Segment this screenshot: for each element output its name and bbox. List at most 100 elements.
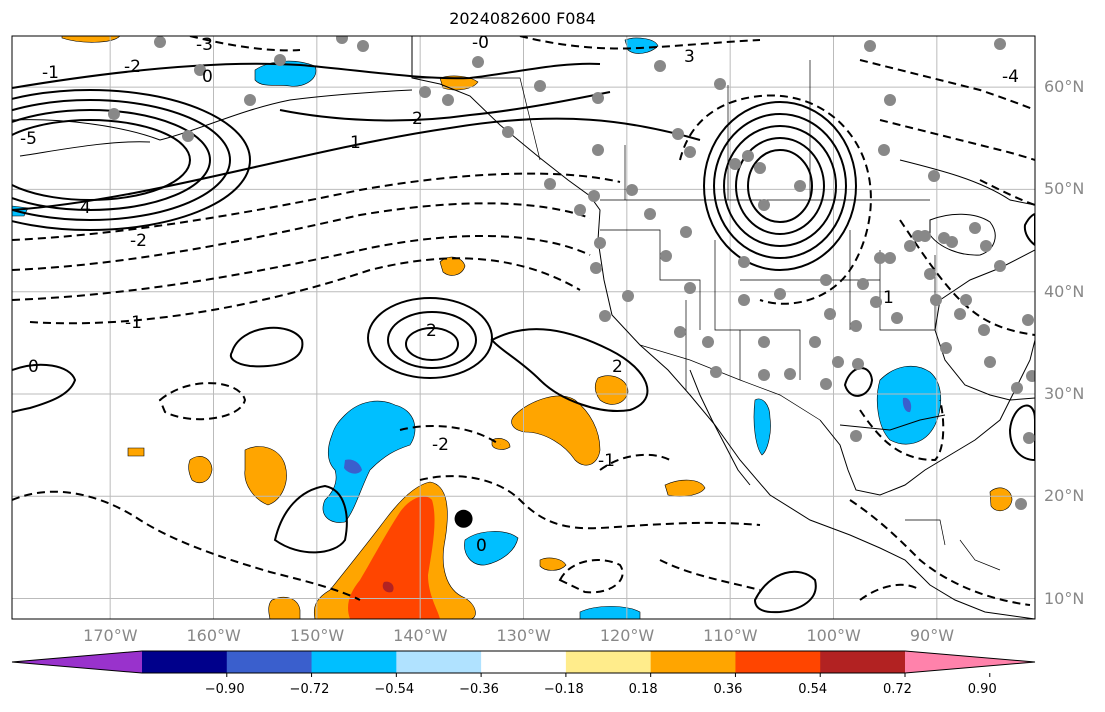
contour-labels: -0 -3 -2 0 2 3 -4 -1 1 -5 4 -2 -1 0 2 -2…	[20, 36, 1019, 556]
contour-label: -1	[125, 313, 142, 333]
observation-points	[108, 36, 1035, 510]
observation-dot	[738, 294, 750, 306]
observation-dot	[654, 60, 666, 72]
observation-dot	[820, 378, 832, 390]
observation-dot	[680, 226, 692, 238]
observation-dot	[794, 180, 806, 192]
longitude-label: 160°W	[186, 626, 241, 645]
shade-neg-pacific	[322, 400, 416, 523]
contour-label: -1	[598, 451, 615, 471]
observation-dot	[940, 342, 952, 354]
observation-dot	[1026, 370, 1035, 382]
shaded-anomalies	[12, 36, 1013, 619]
observation-dot	[928, 170, 940, 182]
observation-dot	[946, 236, 958, 248]
contour-label: 0	[202, 67, 213, 87]
observation-dot	[850, 430, 862, 442]
contours	[12, 36, 1035, 614]
observation-dot	[472, 56, 484, 68]
observation-dot	[994, 260, 1006, 272]
observation-dot	[864, 40, 876, 52]
observation-dot	[599, 310, 611, 322]
map-title: 2024082600 F084	[449, 9, 596, 28]
observation-dot	[1015, 498, 1027, 510]
observation-dot	[809, 336, 821, 348]
contour-label: 1	[350, 133, 361, 153]
contour-label: 2	[612, 357, 623, 377]
observation-dot	[502, 126, 514, 138]
colorbar-tick-label: 0.90	[967, 682, 997, 697]
colorbar-segment	[565, 651, 652, 673]
observation-dot	[710, 366, 722, 378]
observation-dot	[729, 158, 741, 170]
shade-pos-carib	[989, 487, 1013, 512]
observation-dot	[574, 204, 586, 216]
contour-label: 0	[28, 357, 39, 377]
colorbar-segment	[650, 651, 736, 673]
longitude-label: 130°W	[496, 626, 551, 645]
observation-dot	[820, 274, 832, 286]
observation-dot	[857, 278, 869, 290]
colorbar-outline	[11, 650, 1036, 674]
colorbar-segment	[735, 651, 821, 673]
observation-dot	[702, 336, 714, 348]
observation-dot	[774, 288, 786, 300]
contour-label: -2	[124, 57, 141, 77]
observation-dot	[824, 308, 836, 320]
contour-label: -1	[42, 63, 59, 83]
graticule	[12, 36, 1035, 619]
contour-label: -4	[1002, 67, 1019, 87]
latitude-label: 60°N	[1044, 77, 1085, 97]
observation-dot	[1022, 314, 1034, 326]
observation-dot	[980, 240, 992, 252]
observation-dot	[924, 268, 936, 280]
colorbar-tick-label: −0.18	[543, 682, 584, 697]
contour-label: 3	[684, 47, 695, 67]
shade-pos-baja-west	[594, 375, 629, 405]
observation-dot	[919, 230, 931, 242]
colorbar-segment	[311, 651, 397, 673]
observation-dot	[852, 358, 864, 370]
colorbar-tick-label: 0.18	[628, 682, 658, 697]
observation-dot	[870, 296, 882, 308]
colorbar-tick-label: 0.72	[883, 682, 912, 697]
colorbar-tick-label: 0.36	[713, 682, 743, 697]
observation-dot	[954, 308, 966, 320]
longitude-label: 150°W	[289, 626, 345, 645]
observation-dot	[274, 54, 286, 66]
latitude-label: 10°N	[1044, 588, 1085, 608]
observation-dot	[108, 108, 120, 120]
colorbar	[11, 650, 1036, 677]
shade-neg-bottom	[579, 606, 641, 619]
observation-dot	[754, 162, 766, 174]
observation-dot	[419, 86, 431, 98]
contour-label: 2	[426, 321, 437, 341]
colorbar-segment	[396, 651, 482, 673]
observation-dot	[588, 190, 600, 202]
observation-dot	[784, 368, 796, 380]
observation-dot	[194, 64, 206, 76]
observation-dot	[660, 250, 672, 262]
colorbar-max-extension	[905, 651, 1035, 673]
colorbar-segment	[481, 651, 567, 673]
observation-dot	[674, 326, 686, 338]
latitude-label: 20°N	[1044, 486, 1085, 506]
observation-dot	[978, 324, 990, 336]
observation-dot	[1023, 432, 1035, 444]
shade-neg-canada	[624, 37, 659, 54]
observation-dot	[684, 146, 696, 158]
observation-dot	[960, 294, 972, 306]
observation-dot	[1011, 382, 1023, 394]
shade-pos-hawaii	[244, 446, 287, 506]
shade-pos-central	[511, 395, 601, 466]
observation-dot	[594, 237, 606, 249]
shade-neg-baja	[753, 398, 771, 456]
colorbar-segment	[226, 651, 313, 673]
observation-dot	[544, 178, 556, 190]
contour-label: 2	[412, 109, 423, 129]
contour-label: 4	[80, 198, 91, 218]
longitude-label: 140°W	[393, 626, 448, 645]
observation-dot	[714, 78, 726, 90]
latitude-label: 30°N	[1044, 383, 1085, 403]
contour-label: -5	[20, 129, 37, 149]
